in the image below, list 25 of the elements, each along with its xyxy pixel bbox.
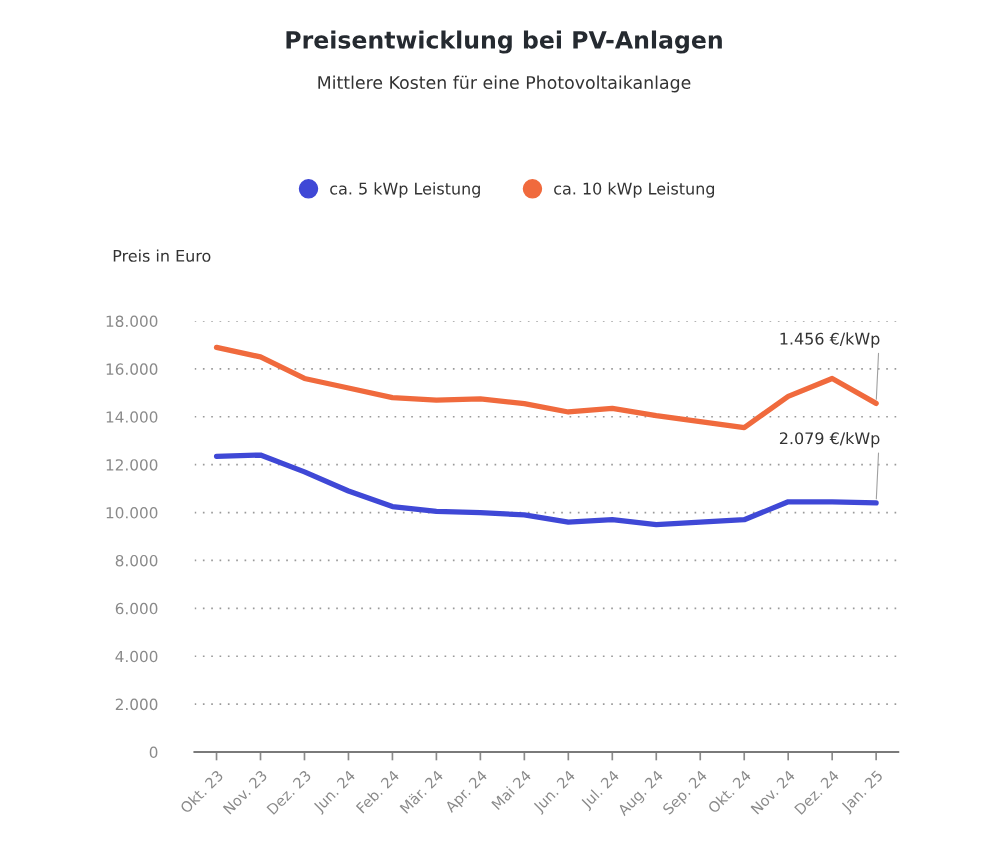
x-tick-label: Dez. 24 — [793, 769, 840, 816]
y-axis-title: Preis in Euro — [113, 249, 211, 262]
legend-label: ca. 10 kWp Leistung — [554, 182, 715, 198]
y-tick-label: 6.000 — [115, 602, 158, 615]
chart-subtitle: Mittlere Kosten für eine Photovoltaikanlage — [318, 75, 691, 93]
y-tick-label: 12.000 — [106, 459, 158, 471]
x-tick-label: Okt. 23 — [179, 769, 224, 814]
x-tick-label: Dez. 23 — [266, 769, 312, 816]
y-tick-label: 4.000 — [115, 650, 158, 663]
x-tick-label: Jan. 25 — [840, 769, 886, 815]
y-tick-label: 18.000 — [106, 315, 158, 328]
y-tick-label: 14.000 — [106, 411, 158, 423]
y-tick-label: 0 — [149, 746, 158, 759]
x-tick-label: Jun. 24 — [532, 769, 578, 815]
x-tick-label: Apr. 24 — [444, 769, 490, 816]
x-tick-label: Mai 24 — [490, 769, 532, 811]
annotation: 1.456 €/kWp — [780, 332, 880, 348]
annotation: 2.079 €/kWp — [779, 431, 880, 448]
y-tick-label: 8.000 — [115, 554, 158, 567]
chart-title: Preisentwicklung bei PV-Anlagen — [286, 30, 722, 54]
legend-label: ca. 5 kWp Leistung — [330, 182, 480, 198]
x-tick-label: Feb. 24 — [355, 769, 400, 814]
y-tick-label: 10.000 — [106, 507, 158, 519]
y-tick-label: 16.000 — [106, 363, 158, 375]
y-tick-label: 2.000 — [115, 698, 158, 711]
